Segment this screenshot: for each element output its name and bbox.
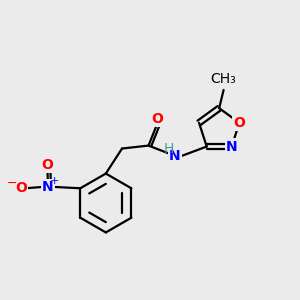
Text: CH₃: CH₃	[211, 71, 236, 85]
Text: N: N	[226, 140, 238, 154]
Text: H: H	[164, 142, 174, 156]
Text: O: O	[233, 116, 245, 130]
Text: −: −	[7, 177, 17, 190]
Text: O: O	[15, 181, 27, 195]
Text: +: +	[50, 176, 59, 186]
Text: N: N	[169, 149, 181, 163]
Text: N: N	[42, 180, 54, 194]
Text: O: O	[152, 112, 163, 126]
Text: O: O	[41, 158, 53, 172]
